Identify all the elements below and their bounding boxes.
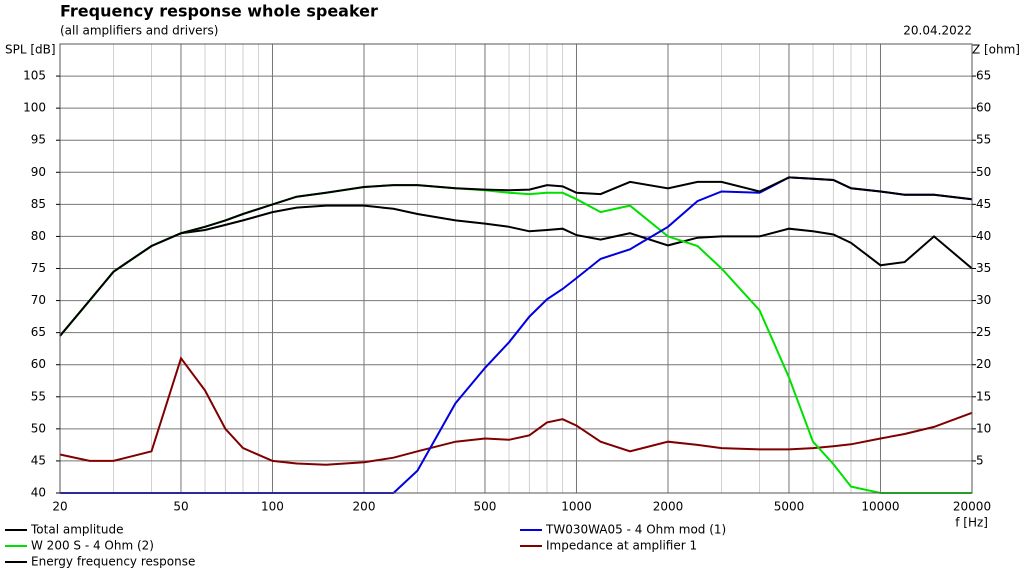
y2-tick-label: 15: [976, 389, 991, 403]
grid: [59, 44, 973, 494]
y-tick-label: 55: [31, 389, 46, 403]
y-tick-label: 100: [23, 101, 46, 115]
y-tick-label: 75: [31, 261, 46, 275]
y-tick-label: 70: [31, 293, 46, 307]
y-tick-label: 60: [31, 357, 46, 371]
chart-subtitle: (all amplifiers and drivers): [60, 24, 218, 38]
plot: [59, 176, 973, 494]
x-tick-label: 2000: [653, 500, 684, 514]
y2-tick-label: 30: [976, 293, 991, 307]
x-tick-label: 1000: [561, 500, 592, 514]
y2-tick-label: 65: [976, 69, 991, 83]
x-tick-label: 200: [353, 500, 376, 514]
x-tick-label: 10000: [861, 500, 899, 514]
y-tick-label: 65: [31, 325, 46, 339]
x-tick-label: 500: [474, 500, 497, 514]
y2-tick-label: 60: [976, 101, 991, 115]
y-tick-label: 95: [31, 133, 46, 147]
chart-date: 20.04.2022: [903, 24, 972, 38]
chart-title: Frequency response whole speaker: [60, 2, 378, 21]
y-tick-label: 105: [23, 69, 46, 83]
legend-label: W 200 S - 4 Ohm (2): [31, 539, 154, 553]
series-line: [59, 356, 973, 466]
y-tick-label: 90: [31, 165, 46, 179]
y-tick-label: 80: [31, 229, 46, 243]
y2-tick-label: 55: [976, 133, 991, 147]
y2-tick-label: 20: [976, 357, 991, 371]
y-axis-label: SPL [dB]: [5, 43, 56, 57]
y2-tick-label: 25: [976, 325, 991, 339]
y2-tick-label: 5: [976, 453, 984, 467]
legend-label: Energy frequency response: [31, 555, 195, 569]
legend-label: TW030WA05 - 4 Ohm mod (1): [545, 523, 726, 537]
y-tick-label: 85: [31, 197, 46, 211]
x-tick-label: 100: [261, 500, 284, 514]
series-line: [59, 176, 973, 337]
legend-label: Impedance at amplifier 1: [546, 539, 697, 553]
x-tick-label: 20000: [953, 500, 991, 514]
y2-axis-label: Z [ohm]: [972, 43, 1020, 57]
y-tick-label: 45: [31, 453, 46, 467]
legend-label: Total amplitude: [30, 523, 123, 537]
y-tick-label: 50: [31, 421, 46, 435]
series-line: [59, 204, 973, 337]
x-tick-label: 5000: [774, 500, 805, 514]
x-axis-label: f [Hz]: [955, 516, 988, 530]
y2-tick-label: 50: [976, 165, 991, 179]
x-tick-label: 20: [52, 500, 67, 514]
y-tick-label: 40: [31, 486, 46, 500]
y2-tick-label: 10: [976, 421, 991, 435]
y2-tick-label: 35: [976, 261, 991, 275]
y2-tick-label: 45: [976, 197, 991, 211]
y2-tick-label: 40: [976, 229, 991, 243]
x-tick-label: 50: [173, 500, 188, 514]
